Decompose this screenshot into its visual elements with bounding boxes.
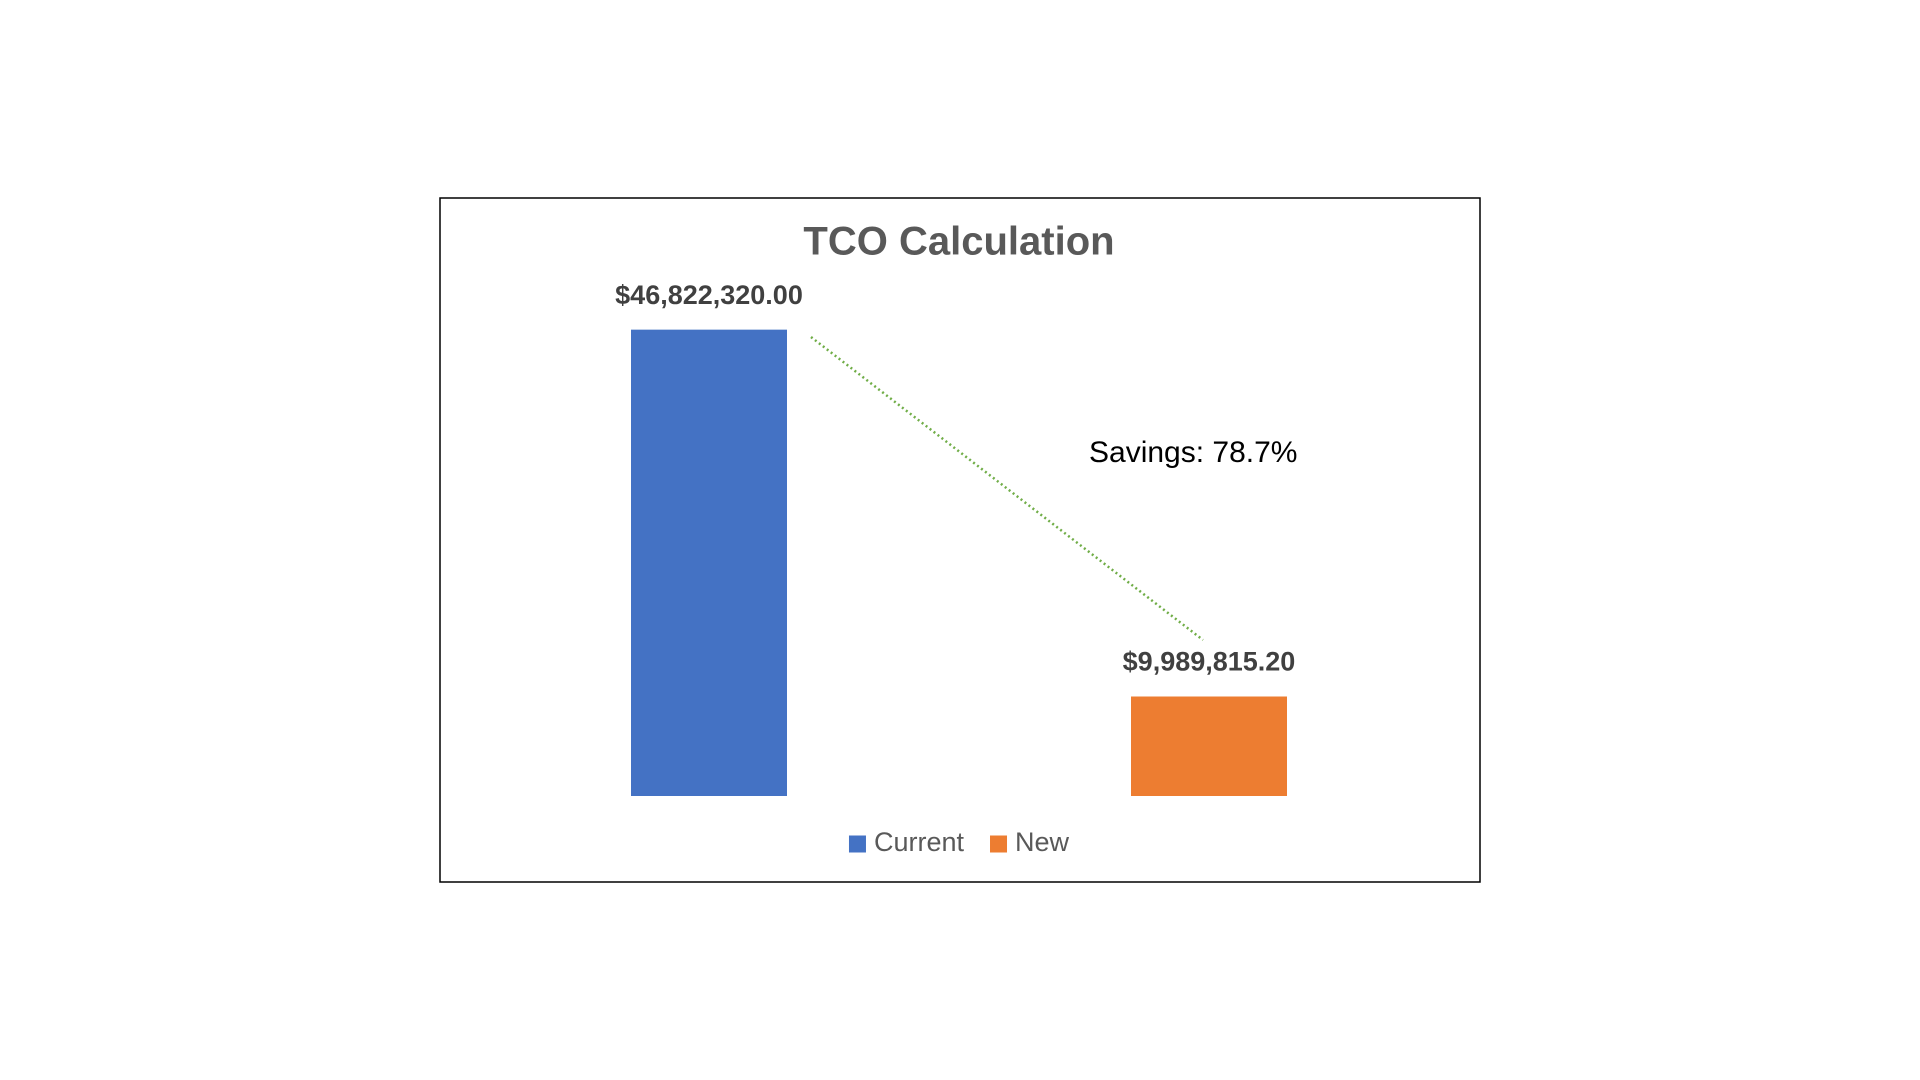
chart-title: TCO Calculation [803,220,1114,264]
chart-frame [439,197,1481,883]
annotation: Savings: 78.7% [1089,436,1297,469]
legend-swatch [990,835,1008,853]
data-label: $9,989,815.20 [1123,647,1296,677]
legend-label: Current [874,827,965,857]
bar [1131,696,1287,796]
legend-swatch [848,835,866,853]
legend-label: New [1015,827,1070,857]
bar [631,329,787,796]
data-label: $46,822,320.00 [615,280,803,310]
